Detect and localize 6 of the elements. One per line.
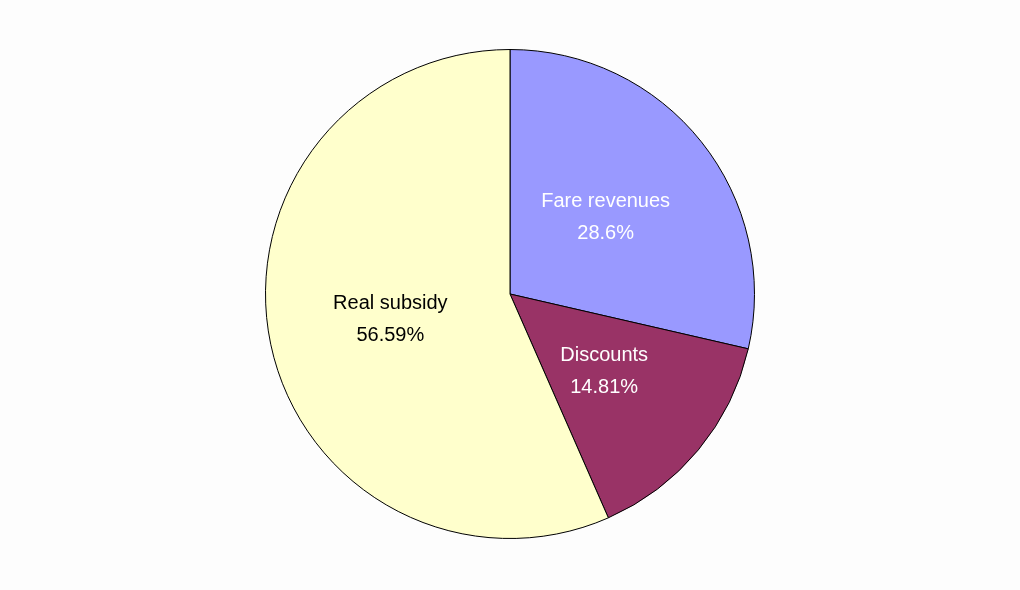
slice-label: Real subsidy: [333, 290, 448, 313]
data-label: 56.59%: [356, 322, 425, 345]
data-label: 14.81%: [570, 375, 639, 398]
slice-label: Discounts: [560, 343, 649, 366]
data-label: 28.6%: [577, 221, 635, 244]
slice-label: Fare revenues: [541, 189, 671, 212]
